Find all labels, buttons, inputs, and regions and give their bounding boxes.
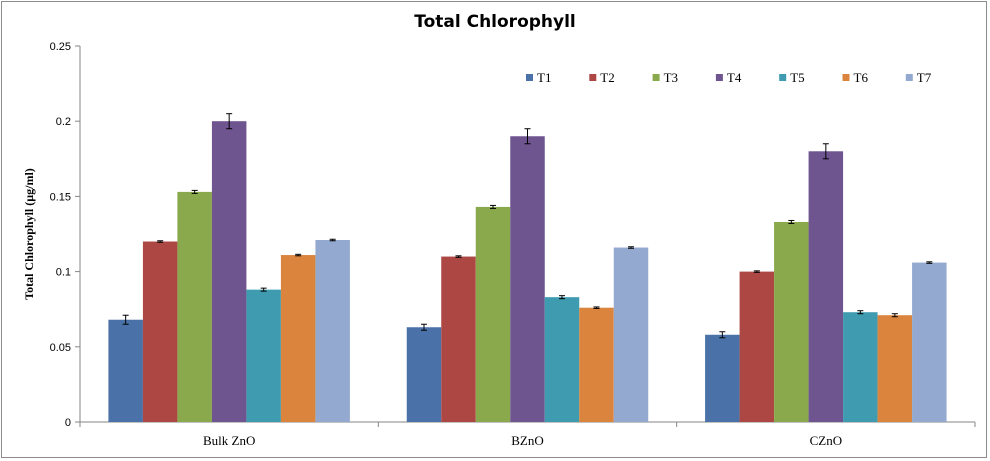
bar-t6-1 — [579, 307, 614, 422]
bar-t6-0 — [280, 255, 316, 422]
bar-t3-0 — [177, 191, 212, 422]
legend-label-t7: T7 — [917, 70, 932, 85]
bar-t5-0 — [246, 289, 281, 422]
bar-t4-2 — [808, 151, 844, 422]
bar-t3-2 — [774, 221, 809, 422]
legend-label-t6: T6 — [854, 70, 869, 85]
legend-label-t2: T2 — [600, 70, 614, 85]
x-tick-label: Bulk ZnO — [203, 433, 255, 448]
legend-swatch-t7 — [905, 74, 913, 81]
legend: T1 T2 T3 T4 T5 T6 T7 — [526, 70, 932, 85]
legend-label-t5: T5 — [790, 70, 804, 85]
legend-swatch-t6 — [842, 74, 850, 81]
bar-t1-0 — [108, 319, 143, 422]
bars — [108, 121, 947, 423]
y-axis-label: Total Chlorophyll (µg/ml) — [22, 168, 36, 300]
y-tick-label: 0.2 — [56, 116, 71, 128]
legend-swatch-t2 — [589, 74, 597, 81]
bar-t6-2 — [877, 315, 913, 422]
bar-t2-0 — [142, 241, 178, 422]
chart-title: Total Chlorophyll — [414, 12, 576, 32]
legend-swatch-t1 — [526, 74, 533, 81]
legend-label-t1: T1 — [537, 70, 551, 85]
y-tick-label: 0.25 — [50, 41, 71, 53]
legend-swatch-t4 — [715, 74, 723, 81]
legend-swatch-t5 — [779, 74, 787, 81]
x-tick-label: CZnO — [810, 433, 843, 448]
y-tick-label: 0.1 — [56, 267, 71, 279]
y-tick-label: 0 — [65, 417, 71, 429]
error-bars — [122, 113, 933, 339]
legend-label-t4: T4 — [727, 70, 742, 85]
bar-t2-2 — [739, 271, 775, 422]
bar-t5-2 — [843, 312, 878, 422]
bar-t3-1 — [475, 206, 511, 422]
bar-t4-1 — [510, 136, 545, 423]
legend-swatch-t3 — [652, 74, 660, 81]
bar-t7-2 — [912, 262, 947, 422]
bar-t1-2 — [705, 334, 740, 422]
bar-t1-1 — [406, 327, 442, 422]
x-tick-labels: Bulk ZnO BZnO CZnO — [203, 433, 842, 448]
bar-t2-1 — [441, 256, 476, 422]
legend-label-t3: T3 — [664, 70, 678, 85]
bar-t7-0 — [315, 240, 350, 422]
bar-t4-0 — [211, 121, 247, 422]
bar-t7-1 — [613, 247, 649, 422]
y-tick-label: 0.15 — [50, 191, 71, 203]
y-tick-label: 0.05 — [50, 342, 71, 354]
x-tick-label: BZnO — [511, 433, 544, 448]
bar-t5-1 — [544, 297, 580, 422]
